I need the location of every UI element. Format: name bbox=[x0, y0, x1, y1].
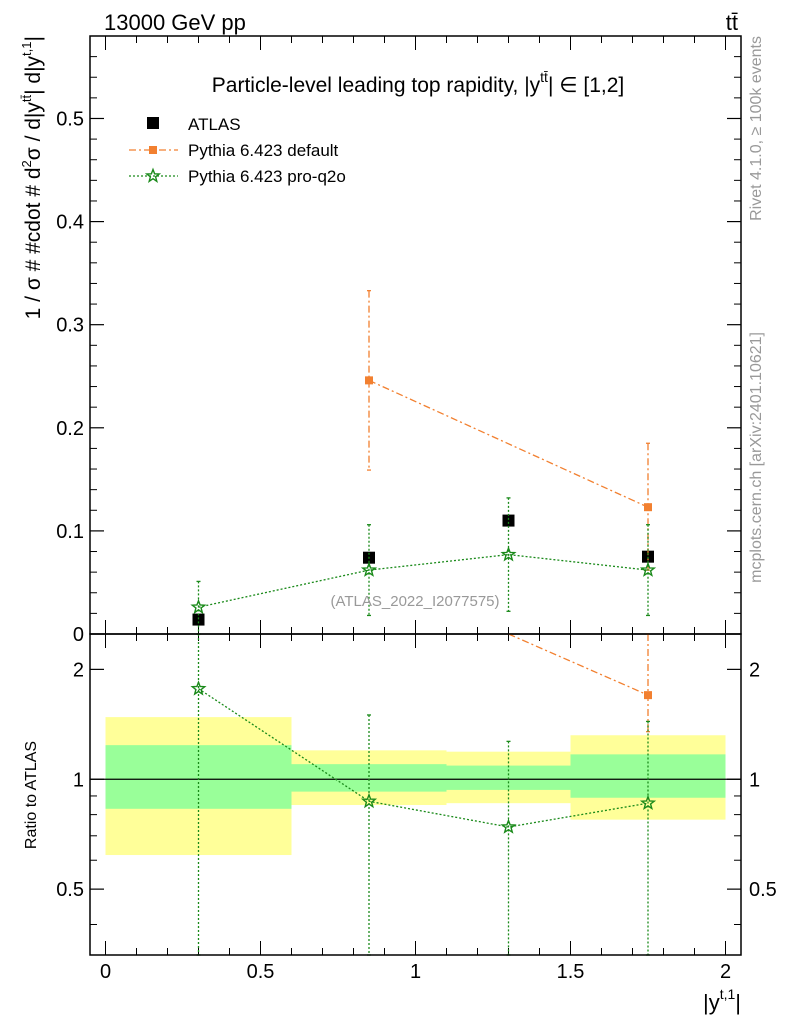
legend-label-default: Pythia 6.423 default bbox=[188, 141, 339, 160]
legend-marker-default bbox=[149, 146, 157, 154]
ratio-plot-frame bbox=[89, 633, 742, 956]
ratio-ytick-label-right: 2 bbox=[749, 659, 760, 681]
main-line-pythia-6-423-default bbox=[368, 379, 649, 508]
ratio-xtick-label: 2 bbox=[720, 961, 731, 983]
ratio-xtick-label: 0.5 bbox=[247, 961, 275, 983]
main-line-pythia-6-423-pro-q2o bbox=[198, 553, 649, 608]
ratio-ytick-label: 0.5 bbox=[56, 879, 84, 901]
legend-label-proq2o: Pythia 6.423 pro-q2o bbox=[188, 167, 346, 186]
side-label-mcplots: mcplots.cern.ch [arXiv:2401.10621] bbox=[748, 332, 765, 583]
main-point-atlas bbox=[642, 550, 654, 563]
ratio-panel: 0 0.5 1 1.5 2 0.5 0.5 1 1 2 2 Ratio to ATLAS |yt,1… bbox=[23, 633, 777, 1015]
ratio-point-pythia-6-423-pro-q2o bbox=[360, 792, 378, 809]
ratio-ytick-label: 1 bbox=[73, 769, 84, 791]
legend-label-atlas: ATLAS bbox=[188, 115, 241, 134]
main-y-axis-label: 1 / σ # #cdot # d2σ / d|ytt̄| d|yt,1| bbox=[19, 36, 45, 319]
main-point-pythia-6-423-default bbox=[644, 503, 652, 512]
main-point-pythia-6-423-pro-q2o bbox=[500, 546, 517, 562]
main-point-atlas bbox=[192, 613, 205, 626]
main-ytick-label: 0.5 bbox=[56, 108, 84, 130]
ratio-xtick-label: 1.5 bbox=[557, 961, 585, 983]
main-point-pythia-6-423-default bbox=[365, 376, 373, 385]
ratio-ytick-label-right: 0.5 bbox=[749, 879, 777, 901]
main-point-pythia-6-423-pro-q2o bbox=[360, 561, 378, 577]
ratio-x-axis-label: |yt,1| bbox=[703, 986, 741, 1015]
ratio-point-pythia-6-423-pro-q2o bbox=[639, 794, 657, 811]
ratio-point-pythia-6-423-pro-q2o bbox=[500, 818, 517, 834]
main-ytick-label: 0 bbox=[73, 624, 84, 646]
ratio-point-pythia-6-423-default bbox=[644, 691, 652, 700]
main-point-atlas bbox=[502, 514, 515, 527]
legend-marker-atlas bbox=[147, 117, 159, 129]
ratio-line-pythia-6-423-default bbox=[508, 633, 649, 696]
ratio-point-pythia-6-423-pro-q2o bbox=[190, 680, 207, 696]
side-label-rivet: Rivet 4.1.0, ≥ 100k events bbox=[748, 36, 765, 221]
ratio-line-pythia-6-423-pro-q2o bbox=[198, 688, 649, 828]
main-panel: 0 0.1 0.2 0.3 0.4 0.5 (ATLAS_2022_I2077575) P… bbox=[19, 35, 742, 646]
ratio-y-axis-label: Ratio to ATLAS bbox=[23, 741, 40, 849]
ratio-ytick-label: 2 bbox=[73, 659, 84, 681]
main-ytick-label: 0.3 bbox=[56, 315, 84, 337]
legend-marker-proq2o bbox=[144, 167, 162, 183]
analysis-watermark: (ATLAS_2022_I2077575) bbox=[330, 593, 499, 610]
main-ytick-label: 0.4 bbox=[56, 212, 84, 234]
main-point-pythia-6-423-pro-q2o bbox=[639, 561, 657, 577]
legend: ATLAS Pythia 6.423 default Pythia 6.423 … bbox=[129, 115, 346, 186]
ratio-xtick-label: 0 bbox=[100, 961, 111, 983]
ratio-xtick-label: 1 bbox=[410, 961, 421, 983]
main-point-pythia-6-423-pro-q2o bbox=[190, 598, 207, 615]
main-title: Particle-level leading top rapidity, |yt… bbox=[212, 69, 624, 97]
header-energy: 13000 GeV pp bbox=[104, 10, 246, 35]
header-process: tt̄ bbox=[726, 10, 738, 35]
main-ytick-label: 0.2 bbox=[56, 418, 84, 440]
main-ytick-label: 0.1 bbox=[56, 521, 84, 543]
ratio-ytick-label-right: 1 bbox=[749, 769, 760, 791]
